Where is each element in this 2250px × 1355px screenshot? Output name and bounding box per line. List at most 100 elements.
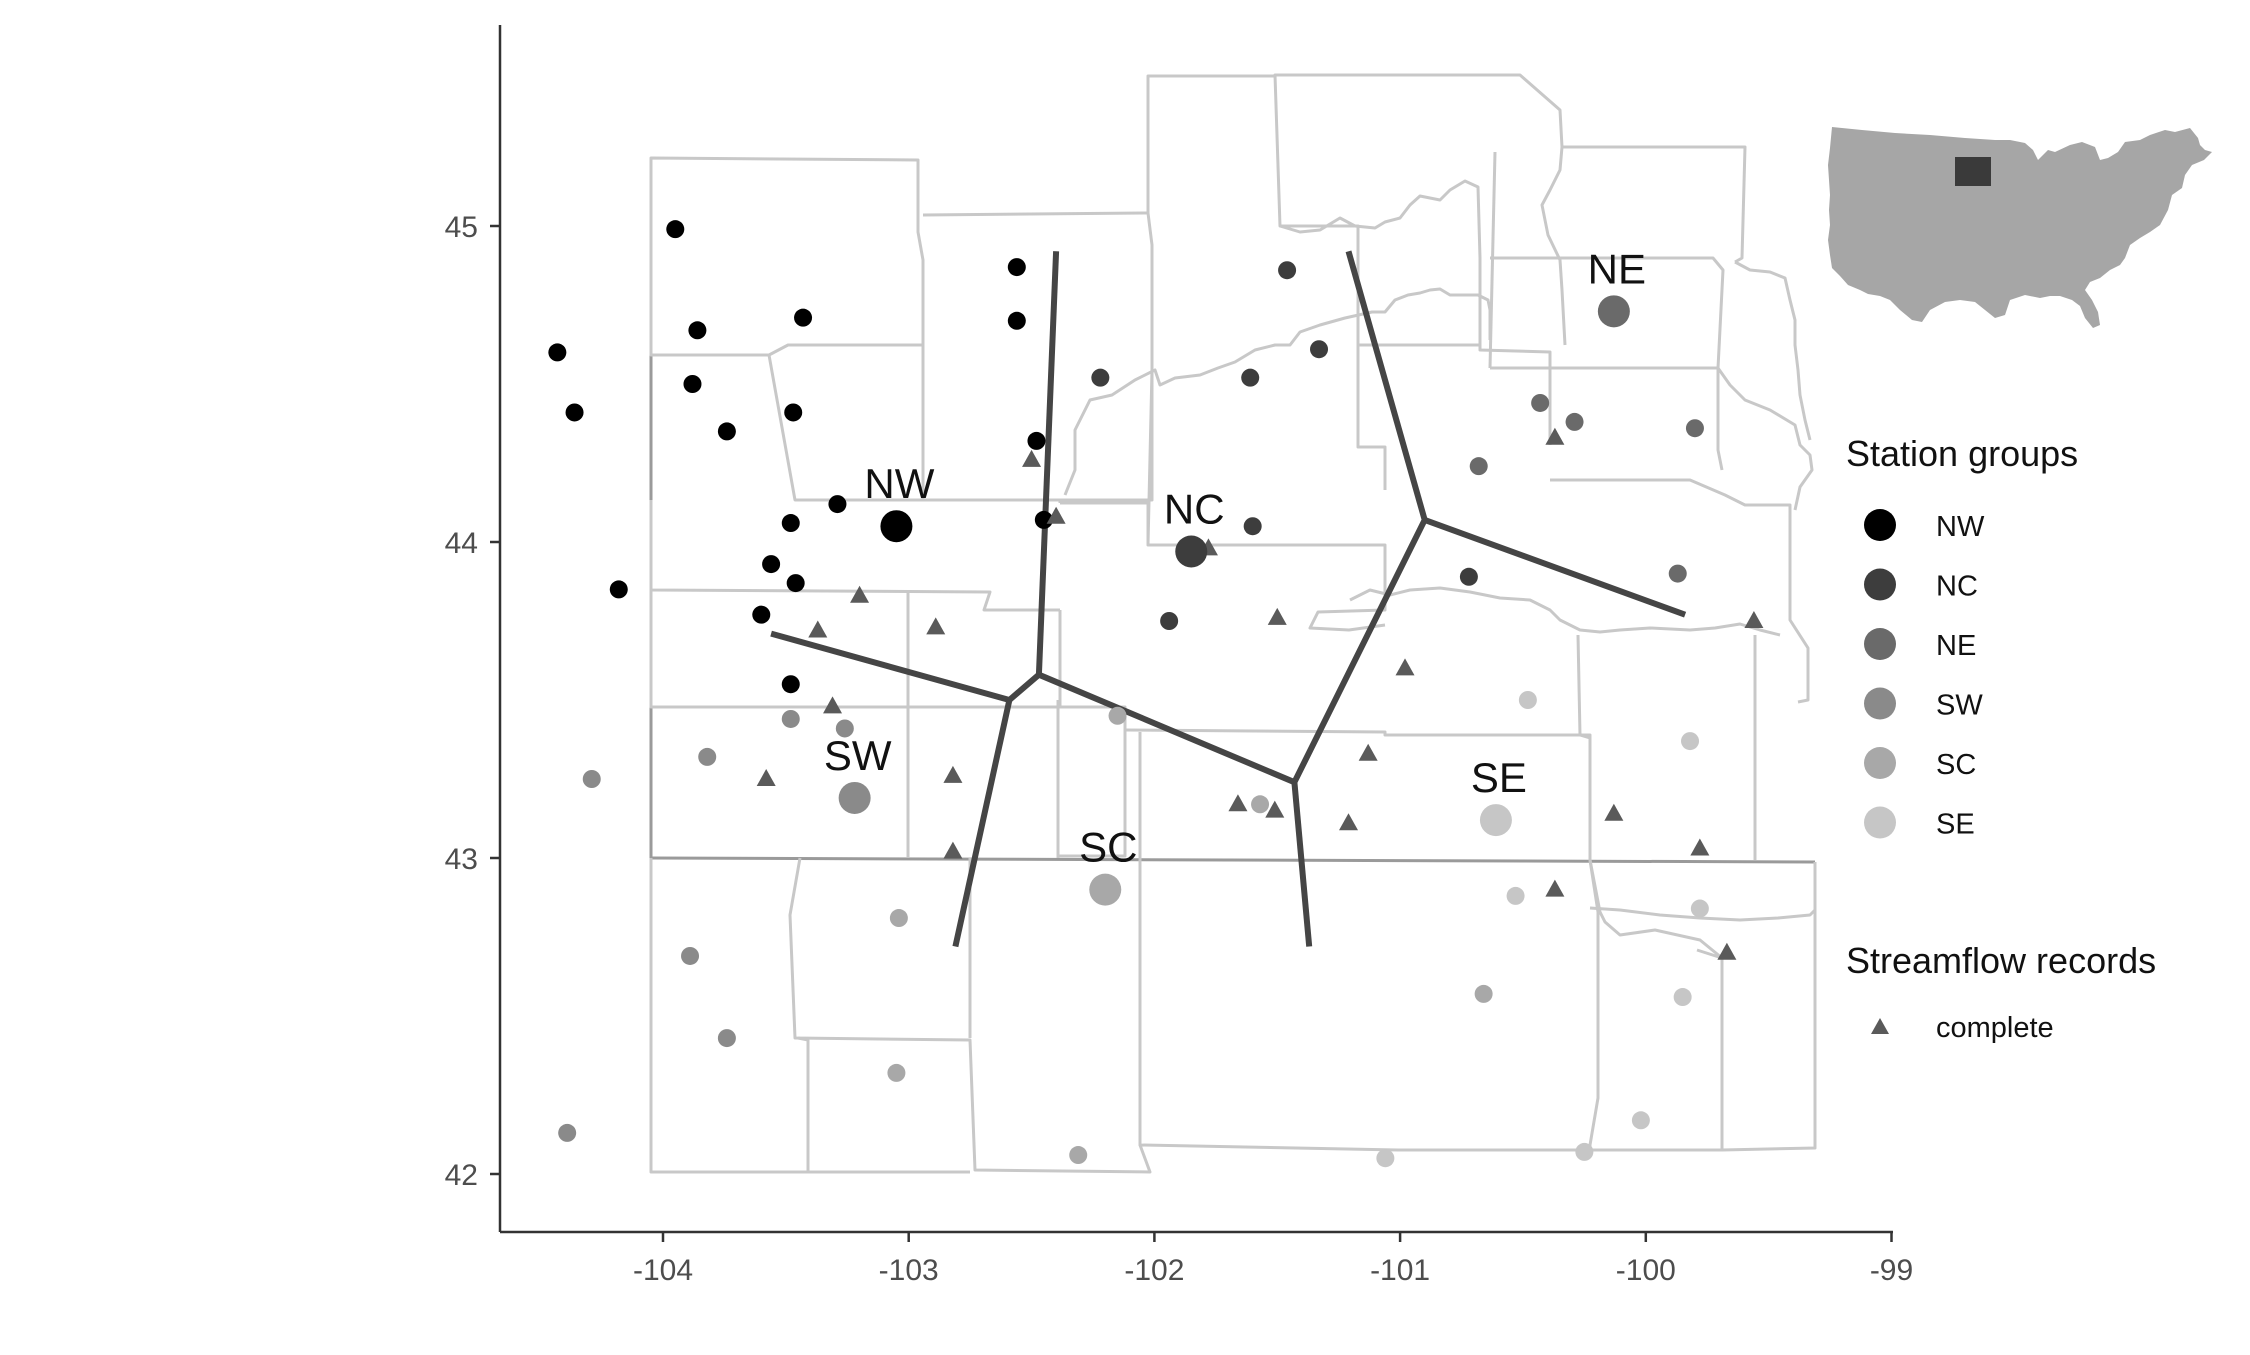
legend-group-swatch xyxy=(1864,509,1896,541)
complete-record-marker xyxy=(926,617,946,635)
region-centroid-marker xyxy=(880,510,913,543)
y-tick-label: 45 xyxy=(445,211,478,244)
county-outline xyxy=(1146,73,1747,264)
county-outline xyxy=(651,353,1062,503)
county-outline xyxy=(1279,179,1482,259)
legend-groups-title: Station groups xyxy=(1846,433,2078,474)
legend-group-label: NW xyxy=(1936,511,1985,543)
region-labels: NW NC NE SW SC SE xyxy=(824,245,1646,906)
station-point xyxy=(666,220,685,239)
station-point xyxy=(1531,393,1550,412)
county-outline xyxy=(1349,586,1781,637)
region-boundary-line xyxy=(1291,781,1313,947)
station-point xyxy=(548,343,567,362)
station-point xyxy=(688,321,707,340)
station-point xyxy=(565,403,584,422)
station-point xyxy=(1673,988,1692,1007)
county-outline xyxy=(1550,478,1810,704)
complete-record-marker xyxy=(1604,803,1624,821)
station-point xyxy=(781,675,800,694)
station-point xyxy=(1241,368,1260,387)
county-outline xyxy=(1063,287,1492,496)
region-boundary-line xyxy=(952,699,1013,948)
station-point xyxy=(1518,691,1537,709)
region-label: SW xyxy=(824,732,892,779)
y-axis-ticks: 45 44 43 42 xyxy=(445,211,500,1192)
county-outline xyxy=(1490,366,1724,471)
county-outline xyxy=(1060,501,1150,545)
station-point xyxy=(835,719,854,738)
complete-record-marker xyxy=(850,585,870,603)
county-outline xyxy=(1490,256,1725,369)
region-centroid-marker xyxy=(1479,804,1512,837)
county-outline xyxy=(788,857,1152,1174)
station-point xyxy=(1376,1149,1395,1168)
legend-group-swatch xyxy=(1864,568,1896,601)
x-tick-label: -104 xyxy=(633,1254,693,1287)
complete-record-marker xyxy=(1046,506,1066,524)
complete-record-marker xyxy=(1717,942,1737,960)
region-boundary-line xyxy=(1345,250,1428,521)
complete-record-marker xyxy=(943,765,963,783)
legend-group-entries: NW NC NE SW SC SE xyxy=(1864,509,1985,841)
y-tick-label: 43 xyxy=(445,843,478,876)
complete-record-marker xyxy=(823,696,843,714)
region-centroid-marker xyxy=(1089,873,1122,906)
station-point xyxy=(781,514,800,533)
county-outline xyxy=(1588,859,1723,960)
station-point xyxy=(828,495,847,514)
complete-record-marker xyxy=(1267,607,1287,625)
station-point xyxy=(1278,261,1297,280)
complete-record-marker xyxy=(1545,879,1565,897)
station-point xyxy=(1506,886,1525,905)
station-point xyxy=(1459,567,1478,586)
complete-record-marker xyxy=(943,841,963,859)
county-outline xyxy=(1576,634,1592,860)
legend-triangle-marker xyxy=(1871,1018,1889,1034)
station-point xyxy=(794,308,813,327)
station-point xyxy=(1108,706,1127,725)
station-point xyxy=(889,909,908,928)
station-point xyxy=(1565,412,1584,431)
station-point xyxy=(1069,1146,1088,1165)
county-outline xyxy=(1358,343,1552,445)
us-outline-shape xyxy=(1828,127,2212,328)
complete-record-marker xyxy=(808,620,828,638)
legend-group-label: SW xyxy=(1936,690,1983,722)
county-outline xyxy=(649,858,808,1174)
station-point xyxy=(1027,431,1046,450)
county-boundaries xyxy=(649,73,1817,1174)
legend-group-swatch xyxy=(1864,747,1896,779)
station-point xyxy=(1474,984,1493,1003)
station-point xyxy=(1160,612,1179,630)
legend-group-swatch xyxy=(1864,806,1896,839)
county-outline xyxy=(649,500,1060,612)
station-point xyxy=(887,1063,906,1082)
county-outline xyxy=(1589,906,1817,922)
region-centroid-marker xyxy=(838,781,871,814)
x-axis-ticks: -104 -103 -102 -101 -100 -99 xyxy=(633,1232,1913,1287)
legend-records-label: complete xyxy=(1936,1012,2054,1044)
complete-record-marker xyxy=(756,769,776,786)
us-inset-map xyxy=(1828,127,2212,328)
x-tick-label: -101 xyxy=(1370,1254,1430,1287)
complete-record-marker xyxy=(1339,813,1359,831)
station-point xyxy=(1007,311,1026,330)
axes: -104 -103 -102 -101 -100 -99 45 44 43 42 xyxy=(445,25,1913,1287)
station-point xyxy=(609,580,628,599)
complete-record-marker xyxy=(1744,611,1764,628)
complete-record-marker xyxy=(1690,838,1710,856)
station-point xyxy=(752,605,771,624)
complete-record-marker xyxy=(1395,658,1415,676)
station-point xyxy=(683,375,702,393)
station-point xyxy=(1631,1111,1650,1130)
station-point xyxy=(717,1029,736,1048)
region-boundary-line xyxy=(1035,251,1060,675)
y-tick-label: 44 xyxy=(445,527,478,560)
y-tick-label: 42 xyxy=(445,1159,478,1192)
complete-record-marker xyxy=(1358,743,1378,761)
station-point xyxy=(781,709,800,728)
region-label: SE xyxy=(1471,754,1527,801)
